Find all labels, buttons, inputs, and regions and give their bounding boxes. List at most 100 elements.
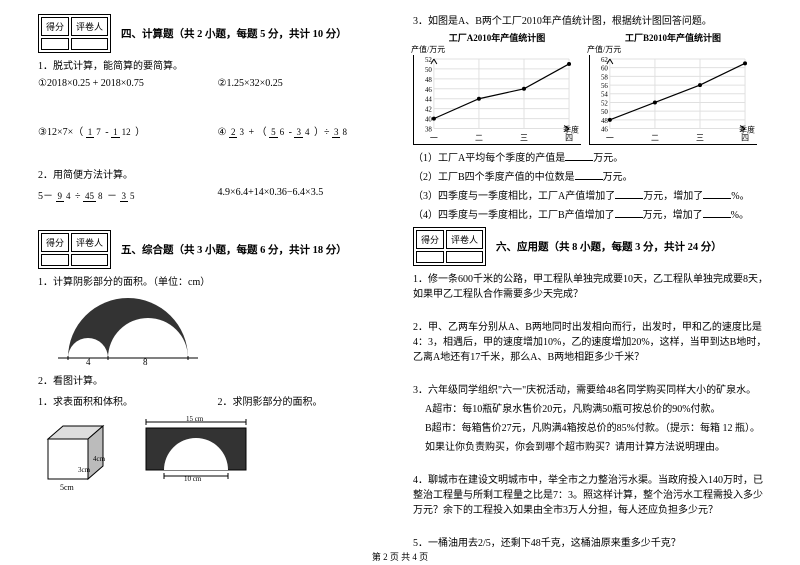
chart-b-wrap: 工厂B2010年产值统计图 产值/万元 464850525456586062一二…	[589, 31, 757, 145]
section-6-title: 六、应用题（共 8 小题，每题 3 分，共计 24 分）	[496, 239, 722, 254]
svg-text:一: 一	[606, 133, 614, 142]
q3-2: （2）工厂B四个季度产值的中位数是 万元。	[413, 168, 772, 183]
text: 万元，增加了	[643, 191, 703, 202]
q4-1c: ③12×7×（ 17 - 112 ）	[38, 123, 218, 138]
chart-a-wrap: 工厂A2010年产值统计图 产值/万元 3840424446485052一二三四…	[413, 31, 581, 145]
svg-text:三: 三	[696, 133, 704, 142]
frac-d: 3	[237, 127, 246, 137]
svg-text:15 cm: 15 cm	[186, 416, 204, 423]
svg-text:42: 42	[425, 106, 432, 114]
q4-1: 1．脱式计算，能简算的要简算。	[38, 57, 397, 72]
svg-text:5cm: 5cm	[60, 483, 75, 492]
q4-2a: 5－ 94 ÷ 458 － 35	[38, 187, 218, 202]
svg-text:4cm: 4cm	[93, 455, 106, 463]
q6-3b: A超市：每10瓶矿泉水售价20元，凡购满50瓶可按总价的90%付款。	[413, 400, 772, 415]
svg-text:3cm: 3cm	[78, 466, 91, 474]
q4-1c-post: ）	[135, 127, 145, 138]
chart-a: 3840424446485052一二三四季度	[413, 55, 581, 145]
svg-text:46: 46	[425, 86, 432, 94]
q6-5: 5．一桶油用去2/5，还剩下48千克，这桶油原来重多少千克？	[413, 534, 772, 549]
text: （2）工厂B四个季度产值的中位数是	[413, 172, 575, 183]
q3-4: （4）四季度与一季度相比，工厂B产值增加了万元，增加了%。	[413, 206, 772, 221]
q6-3d: 如果让你负责购买，你会到哪个超市购买？请用计算方法说明理由。	[413, 438, 772, 453]
text: （4）四季度与一季度相比，工厂B产值增加了	[413, 210, 615, 221]
pre: 5－	[38, 191, 53, 202]
score-box: 得分 评卷人	[38, 230, 111, 269]
frac-d: 5	[128, 191, 137, 201]
frac-n: 45	[83, 191, 96, 202]
blank	[615, 189, 643, 199]
section-4-header: 得分 评卷人 四、计算题（共 2 小题，每题 5 分，共计 10 分）	[38, 14, 397, 53]
blank	[575, 170, 603, 180]
grader-label: 评卷人	[71, 233, 108, 252]
cuboid-figure: 4cm 3cm 5cm	[38, 414, 118, 484]
frac-n: 9	[56, 191, 65, 202]
score-label: 得分	[416, 230, 444, 249]
semicircle-figure: 4 8	[38, 290, 218, 365]
q6-2: 2．甲、乙两车分别从A、B两地同时出发相向而行，出发时，甲和乙的速度比是4：3，…	[413, 318, 772, 363]
chart-b-title: 工厂B2010年产值统计图	[589, 31, 757, 44]
svg-text:58: 58	[601, 73, 608, 81]
svg-text:一: 一	[430, 133, 438, 142]
page-footer: 第 2 页 共 4 页	[0, 550, 800, 563]
text: %。	[731, 191, 749, 202]
text: 万元。	[603, 172, 633, 183]
frac-n: 1	[111, 127, 120, 138]
figure-row: 4cm 3cm 5cm 15 cm 10 cm	[38, 414, 397, 484]
frac-n: 5	[269, 127, 278, 138]
section-6-header: 得分 评卷人 六、应用题（共 8 小题，每题 3 分，共计 24 分）	[413, 227, 772, 266]
q6-1: 1．修一条600千米的公路，甲工程队单独完成要10天，乙工程队单独完成要8天，如…	[413, 270, 772, 300]
text: 万元，增加了	[643, 210, 703, 221]
chart-b-ylabel: 产值/万元	[587, 44, 757, 55]
q5-2a: 1．求表面积和体积。	[38, 393, 218, 408]
score-box: 得分 评卷人	[413, 227, 486, 266]
svg-text:二: 二	[475, 133, 483, 142]
q4-1b: ②1.25×32×0.25	[218, 78, 398, 89]
p2: ÷	[75, 191, 81, 202]
svg-text:38: 38	[425, 126, 432, 134]
frac-d: 4	[303, 127, 312, 137]
q6-3c: B超市：每箱售价27元，凡购满4箱按总价的85%付款。（提示：每箱 12 瓶）。	[413, 419, 772, 434]
q4-2-row: 5－ 94 ÷ 458 － 35 4.9×6.4+14×0.36−6.4×3.5	[38, 187, 397, 202]
q3: 3．如图是A、B两个工厂2010年产值统计图，根据统计图回答问题。	[413, 12, 772, 27]
q6-4: 4．聊城市在建设文明城市中，举全市之力整治污水渠。当政府投入140万时，已整治工…	[413, 471, 772, 516]
svg-text:四: 四	[741, 133, 749, 142]
frac-d: 6	[278, 127, 287, 137]
frac-d: 8	[96, 191, 105, 201]
svg-text:四: 四	[565, 133, 573, 142]
svg-text:48: 48	[425, 76, 432, 84]
q5-1: 1．计算阴影部分的面积。（单位：cm）	[38, 273, 397, 288]
q5-2b: 2．求阴影部分的面积。	[218, 393, 398, 408]
text: （3）四季度与一季度相比，工厂A产值增加了	[413, 191, 615, 202]
frac-d: 7	[94, 127, 103, 137]
frac-n: 1	[86, 127, 95, 138]
q4-1-row1: ①2018×0.25 + 2018×0.75 ②1.25×32×0.25	[38, 78, 397, 89]
text: （1）工厂A平均每个季度的产值是	[413, 153, 565, 164]
q4-1-row2: ③12×7×（ 17 - 112 ） ④ 23 + （ 56 - 34 ）÷ 3…	[38, 123, 397, 138]
right-column: 3．如图是A、B两个工厂2010年产值统计图，根据统计图回答问题。 工厂A201…	[405, 8, 780, 561]
arch-figure: 15 cm 10 cm	[136, 416, 256, 484]
blank	[703, 189, 731, 199]
q6-3a: 3．六年级同学组织"六一"庆祝活动，需要给48名同学购买同样大小的矿泉水。	[413, 381, 772, 396]
p2: + （	[248, 127, 266, 138]
chart-a-ylabel: 产值/万元	[411, 44, 581, 55]
pre: ④	[218, 127, 227, 138]
svg-text:三: 三	[520, 133, 528, 142]
blank	[703, 208, 731, 218]
svg-text:二: 二	[651, 133, 659, 142]
chart-b: 464850525456586062一二三四季度	[589, 55, 757, 145]
chart-a-title: 工厂A2010年产值统计图	[413, 31, 581, 44]
svg-text:52: 52	[601, 99, 608, 107]
score-label: 得分	[41, 233, 69, 252]
blank	[565, 151, 593, 161]
p3: －	[107, 191, 117, 202]
q4-1a: ①2018×0.25 + 2018×0.75	[38, 78, 218, 89]
grader-label: 评卷人	[71, 17, 108, 36]
frac-d: 4	[64, 191, 73, 201]
left-column: 得分 评卷人 四、计算题（共 2 小题，每题 5 分，共计 10 分） 1．脱式…	[30, 8, 405, 561]
charts-row: 工厂A2010年产值统计图 产值/万元 3840424446485052一二三四…	[413, 31, 772, 145]
svg-text:56: 56	[601, 82, 608, 90]
p4: ）÷	[314, 127, 330, 138]
q3-1: （1）工厂A平均每个季度的产值是万元。	[413, 149, 772, 164]
q4-2b: 4.9×6.4+14×0.36−6.4×3.5	[218, 187, 398, 202]
